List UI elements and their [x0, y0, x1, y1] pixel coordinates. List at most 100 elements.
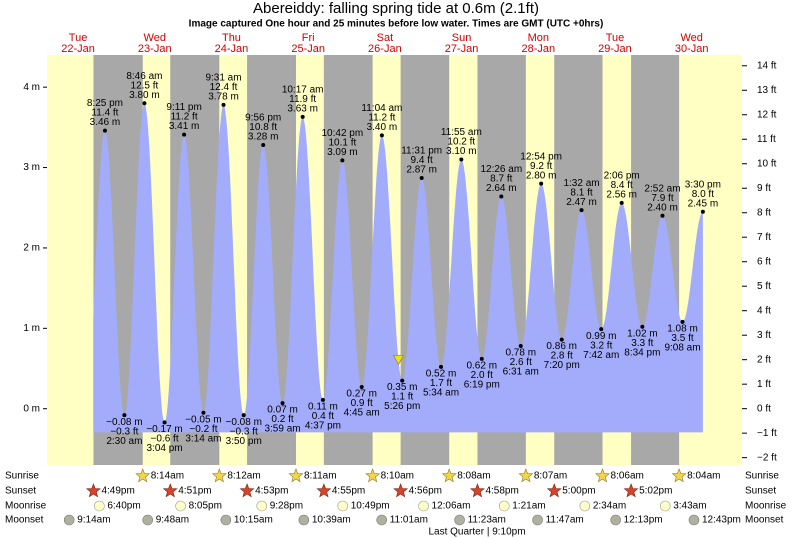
day-name: Sun — [452, 32, 472, 44]
event-time: 1:21am — [512, 501, 545, 512]
event-time: 4:55pm — [332, 486, 365, 497]
y2-tick-label: 1 ft — [757, 379, 771, 390]
extreme-point — [579, 208, 584, 213]
sunrise-icon — [288, 468, 304, 483]
extreme-label: 8.7 ft — [490, 174, 512, 185]
extreme-label: 7:20 pm — [544, 360, 580, 371]
sunset-icon — [316, 483, 332, 498]
moonset-icon — [376, 514, 388, 526]
moonset-icon — [63, 514, 75, 526]
extreme-label: 11:04 am — [361, 103, 402, 114]
sunset-icon — [623, 483, 639, 498]
extreme-label: −0.3 ft — [230, 426, 258, 437]
y2-tick-label: 0 ft — [757, 403, 771, 414]
sunset-icon — [239, 483, 255, 498]
extreme-label: 3.28 m — [248, 132, 279, 143]
extreme-label: 0.07 m — [267, 405, 298, 416]
extreme-label: 9.2 ft — [530, 161, 552, 172]
day-date: 30-Jan — [675, 43, 709, 55]
extreme-label: 0.35 m — [387, 382, 418, 393]
extreme-label: 9.4 ft — [411, 155, 433, 166]
extreme-label: 3.5 ft — [671, 333, 693, 344]
moonrise-icon — [418, 500, 429, 512]
extreme-label: 0.78 m — [505, 348, 536, 359]
event-time: 9:28pm — [270, 501, 303, 512]
extreme-label: 11.2 ft — [368, 113, 395, 124]
extreme-label: 2:30 am — [106, 436, 142, 447]
extreme-label: −0.05 m — [185, 414, 221, 425]
event-time: 4:51pm — [178, 486, 211, 497]
extreme-point — [300, 114, 305, 119]
event-time: 8:14am — [151, 471, 184, 482]
event-time: 12:06am — [432, 501, 471, 512]
extreme-point — [340, 158, 345, 163]
extreme-label: 12:26 am — [480, 164, 522, 175]
extreme-point — [142, 101, 147, 106]
extreme-label: 1.1 ft — [391, 392, 413, 403]
sunset-icon — [546, 483, 562, 498]
extreme-label: 3:14 am — [185, 433, 221, 444]
day-date: 27-Jan — [445, 43, 479, 55]
extreme-point — [700, 209, 705, 214]
extreme-label: 8:25 pm — [87, 98, 123, 109]
extreme-label: 11:31 pm — [401, 146, 442, 157]
extreme-label: −0.08 m — [106, 417, 142, 428]
moonset-icon — [142, 514, 154, 526]
extreme-label: 0.86 m — [546, 341, 577, 352]
row-label: Sunset — [745, 486, 776, 497]
extreme-point — [201, 410, 206, 415]
event-time: 8:04am — [687, 471, 720, 482]
extreme-label: 1.02 m — [627, 328, 658, 339]
extreme-label: 0.27 m — [346, 389, 377, 400]
extreme-point — [680, 319, 685, 324]
day-name: Sat — [377, 32, 394, 44]
y-tick-label: 3 m — [23, 162, 40, 173]
row-label: Moonset — [5, 515, 44, 526]
extreme-point — [379, 133, 384, 138]
event-time: 4:58pm — [485, 486, 518, 497]
day-date: 29-Jan — [598, 43, 632, 55]
event-time: 4:56pm — [409, 486, 442, 497]
day-date: 24-Jan — [215, 43, 249, 55]
extreme-label: 11.2 ft — [171, 112, 198, 123]
extreme-label: 2.47 m — [566, 197, 597, 208]
sunset-icon — [393, 483, 409, 498]
event-time: 11:23am — [468, 515, 506, 526]
extreme-point — [221, 102, 226, 107]
event-time: 5:00pm — [562, 486, 595, 497]
y2-tick-label: 8 ft — [757, 207, 771, 218]
sunrise-icon — [211, 468, 227, 483]
y-tick-label: 1 m — [23, 323, 40, 334]
sunrise-icon — [135, 468, 151, 483]
extreme-point — [660, 213, 665, 218]
event-time: 8:12am — [227, 471, 260, 482]
extreme-point — [499, 194, 504, 199]
event-time: 9:14am — [77, 515, 110, 526]
extreme-label: 1.7 ft — [430, 378, 452, 389]
extreme-label: 0.4 ft — [312, 411, 334, 422]
extreme-label: 2:52 am — [644, 183, 680, 194]
y2-tick-label: 12 ft — [757, 109, 777, 120]
event-time: 8:10am — [381, 471, 414, 482]
extreme-label: 5:34 am — [423, 388, 459, 399]
moonset-icon — [532, 514, 543, 526]
extreme-label: −0.6 ft — [151, 434, 179, 445]
extreme-point — [162, 420, 167, 425]
extreme-label: 3.09 m — [327, 147, 358, 158]
extreme-label: 3.80 m — [129, 90, 160, 101]
extreme-label: 10.1 ft — [328, 137, 356, 148]
extreme-label: 2.80 m — [526, 170, 557, 181]
extreme-point — [599, 327, 604, 332]
y-tick-label: 2 m — [23, 243, 40, 254]
extreme-label: 8:46 am — [126, 71, 162, 82]
extreme-point — [359, 385, 364, 390]
extreme-label: 11.4 ft — [91, 108, 118, 119]
extreme-label: 2.6 ft — [510, 357, 532, 368]
extreme-label: 3:59 am — [264, 424, 300, 435]
extreme-label: 0.2 ft — [271, 414, 293, 425]
moonrise-icon — [579, 500, 591, 512]
day-date: 22-Jan — [61, 43, 95, 55]
extreme-label: 2.40 m — [647, 202, 678, 213]
y2-tick-label: −1 ft — [757, 428, 777, 439]
extreme-point — [122, 413, 127, 418]
